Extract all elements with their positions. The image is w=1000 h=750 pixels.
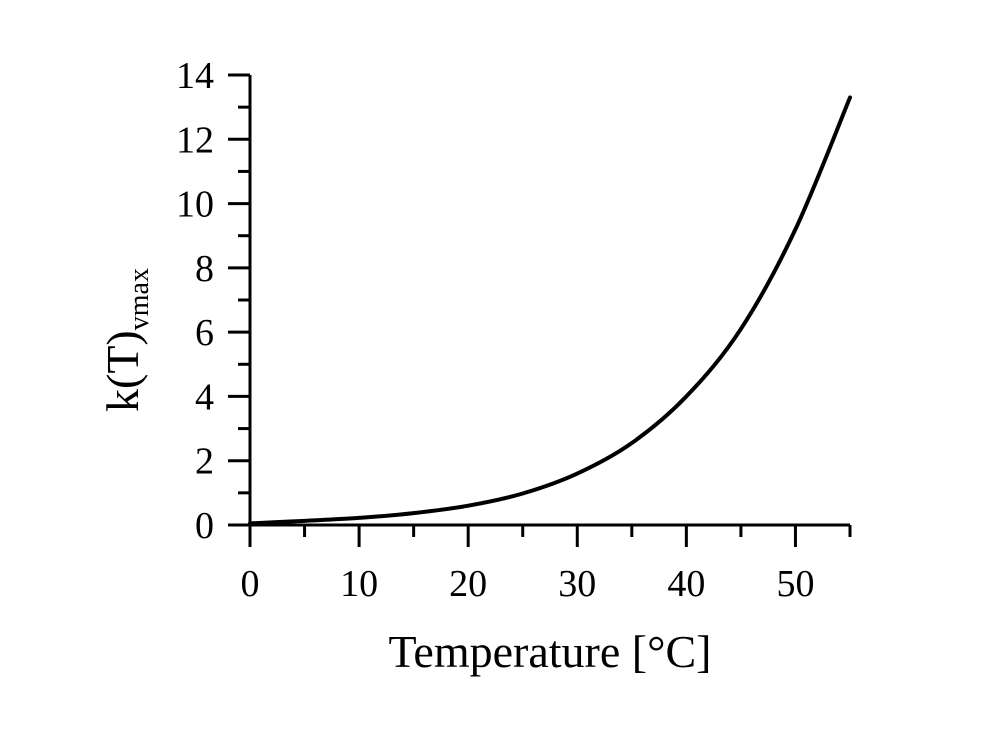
y-tick-label: 0 [195, 505, 214, 547]
y-axis-label: k(T)vmax [97, 268, 155, 412]
x-tick-label: 30 [558, 563, 596, 605]
y-tick-label: 4 [195, 376, 214, 418]
y-tick-labels: 0 2 4 6 8 10 12 14 [176, 55, 214, 547]
y-axis-label-subscript: vmax [124, 268, 155, 330]
y-tick-label: 14 [176, 55, 214, 97]
x-tick-labels: 0 10 20 30 40 50 [241, 563, 815, 605]
y-axis-label-main: k(T) [97, 330, 148, 412]
y-tick-label: 12 [176, 119, 214, 161]
x-tick-label: 10 [340, 563, 378, 605]
y-tick-label: 10 [176, 184, 214, 226]
y-tick-label: 2 [195, 441, 214, 483]
tick-marks [228, 73, 852, 547]
x-tick-label: 50 [776, 563, 814, 605]
x-axis-label: Temperature [°C] [389, 626, 712, 677]
x-tick-label: 0 [241, 563, 260, 605]
y-tick-label: 6 [195, 312, 214, 354]
y-tick-label: 8 [195, 248, 214, 290]
x-tick-label: 40 [667, 563, 705, 605]
x-tick-label: 20 [449, 563, 487, 605]
series-line [248, 95, 852, 526]
